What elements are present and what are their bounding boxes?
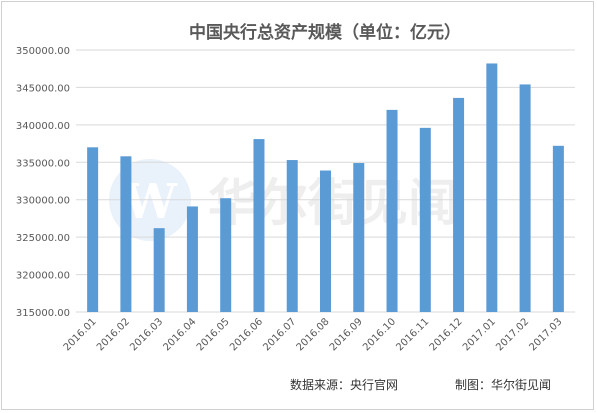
x-tick-label: 2016.04 (162, 316, 199, 353)
x-tick-label: 2016.12 (428, 316, 465, 353)
x-tick-label: 2016.07 (261, 316, 298, 353)
bar (419, 127, 431, 312)
x-tick-label: 2016.11 (394, 316, 431, 353)
y-tick-label: 325000.00 (16, 233, 70, 244)
bar (552, 145, 564, 312)
bars (87, 63, 564, 312)
y-tick-label: 335000.00 (16, 158, 70, 169)
y-axis: 315000.00 320000.00 325000.00 330000.00 3350… (16, 46, 70, 319)
x-tick-label: 2017.01 (461, 316, 498, 353)
x-axis: 2016.012016.022016.032016.042016.052016.… (62, 316, 565, 353)
x-tick-label: 2017.03 (527, 316, 564, 353)
x-tick-label: 2016.05 (195, 316, 232, 353)
y-tick-label: 330000.00 (16, 196, 70, 207)
bar (353, 163, 365, 312)
bar (186, 206, 198, 312)
x-tick-label: 2016.03 (128, 316, 165, 353)
bar (87, 147, 99, 312)
bar (486, 63, 498, 312)
bar (153, 228, 165, 312)
source-note: 数据来源：央行官网 (290, 377, 398, 392)
bar (519, 84, 531, 312)
x-tick-label: 2017.02 (494, 316, 531, 353)
x-tick-label: 2016.06 (228, 316, 265, 353)
bar (386, 109, 398, 312)
credit-note: 制图：华尔街见闻 (455, 377, 551, 392)
bar (453, 97, 465, 312)
chart-title: 中国央行总资产规模（单位：亿元） (189, 22, 461, 43)
bar (253, 139, 265, 312)
y-tick-label: 345000.00 (16, 83, 70, 94)
y-tick-label: 320000.00 (16, 271, 70, 282)
y-tick-label: 315000.00 (16, 308, 70, 319)
x-tick-label: 2016.02 (95, 316, 132, 353)
x-tick-label: 2016.08 (295, 316, 332, 353)
y-tick-label: 340000.00 (16, 121, 70, 132)
x-tick-label: 2016.01 (62, 316, 99, 353)
bar (220, 198, 232, 312)
x-tick-label: 2016.09 (328, 316, 365, 353)
y-tick-label: 350000.00 (16, 46, 70, 57)
x-tick-label: 2016.10 (361, 316, 398, 353)
bar (320, 170, 331, 312)
watermark-text: 华尔街见闻 (208, 173, 458, 232)
bar (120, 156, 132, 312)
bar (286, 160, 298, 312)
